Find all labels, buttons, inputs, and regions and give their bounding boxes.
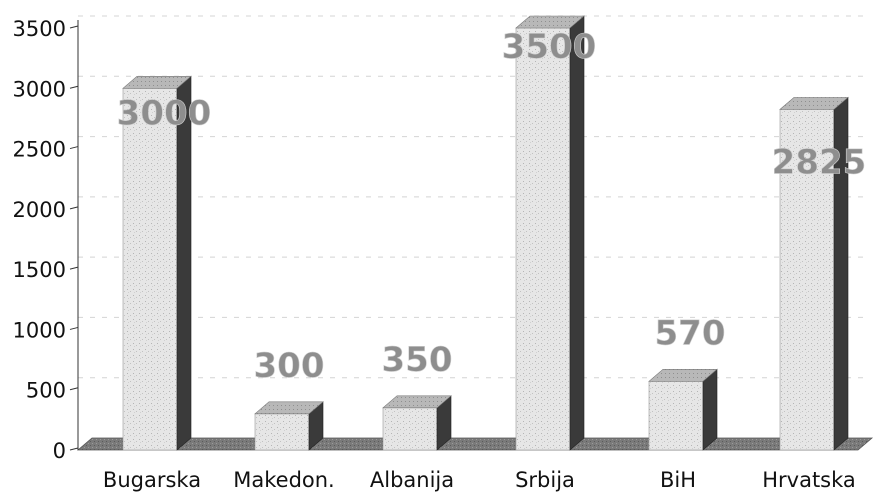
- data-label: 350: [382, 340, 453, 380]
- x-category-label: Bugarska: [103, 468, 201, 492]
- bar-top: [122, 75, 192, 89]
- floor-plane: [76, 437, 874, 451]
- data-labels: 3000 300 350 3500 570 2825: [116, 27, 867, 386]
- y-tick-mark: [69, 206, 79, 210]
- x-category-label: BiH: [660, 468, 696, 492]
- bar-front: [382, 407, 438, 451]
- y-tick-label: 500: [26, 379, 66, 403]
- data-label: 3000: [117, 93, 212, 133]
- bar-front: [779, 109, 835, 451]
- y-tick-label: 3000: [13, 77, 66, 101]
- x-axis-labels: Bugarska Makedon. Albanija Srbija BiH Hrvatsk…: [103, 468, 856, 492]
- y-tick-mark: [69, 146, 79, 150]
- x-category-label: Makedon.: [233, 468, 334, 492]
- y-tick-label: 1500: [13, 258, 66, 282]
- bar-front: [122, 87, 178, 451]
- y-tick-label: 1000: [13, 318, 66, 342]
- bar-srbija: [515, 15, 585, 451]
- bar-side: [702, 368, 718, 451]
- y-tick-label: 0: [53, 439, 66, 463]
- chart-floor: [76, 437, 874, 451]
- data-label: 570: [655, 313, 726, 353]
- bar-front: [648, 380, 704, 451]
- bar-top: [779, 97, 849, 110]
- x-category-label: Hrvatska: [762, 468, 856, 492]
- y-tick-mark: [69, 85, 79, 89]
- x-category-label: Albanija: [370, 468, 454, 492]
- bar-bih: [648, 368, 718, 451]
- bar-hrvatska: [779, 96, 849, 451]
- data-label: 300: [254, 346, 325, 386]
- data-label: 2825: [772, 142, 867, 182]
- bar-top: [254, 401, 324, 415]
- y-tick-mark: [69, 25, 79, 29]
- x-category-label: Srbija: [515, 468, 575, 492]
- y-tick-mark: [69, 266, 79, 270]
- bar-front: [254, 413, 310, 451]
- bar-albanija: [382, 395, 452, 451]
- y-tick-mark: [69, 326, 79, 330]
- bar-front: [515, 27, 571, 451]
- y-tick-label: 2000: [13, 198, 66, 222]
- gridlines: [78, 15, 870, 379]
- bar-side: [569, 15, 585, 451]
- bar-top: [382, 395, 452, 409]
- bar-bugarska: [122, 75, 192, 451]
- y-tick-mark: [69, 387, 79, 391]
- bar-top: [648, 368, 718, 382]
- bar-top: [515, 15, 585, 29]
- y-tick-label: 3500: [13, 17, 66, 41]
- data-label: 3500: [502, 27, 597, 67]
- y-tick-label: 2500: [13, 138, 66, 162]
- bars: [122, 15, 849, 451]
- y-axis: 0 500 1000 1500 2000 2500 3000 3500: [13, 17, 79, 463]
- bar-makedon: [254, 401, 324, 451]
- y-tick-mark: [69, 447, 79, 451]
